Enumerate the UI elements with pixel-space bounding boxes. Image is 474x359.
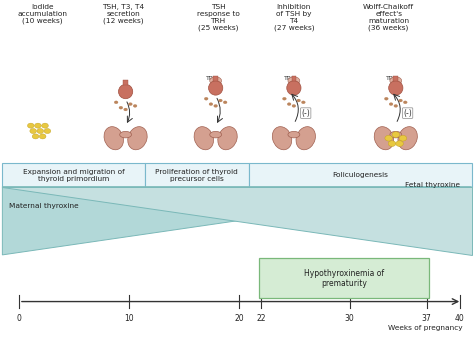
Circle shape: [396, 141, 403, 146]
Polygon shape: [2, 187, 472, 255]
Circle shape: [124, 108, 128, 111]
Text: 22: 22: [256, 314, 266, 323]
Text: 30: 30: [345, 314, 355, 323]
Text: Inhibition
of TSH by
T4
(27 weeks): Inhibition of TSH by T4 (27 weeks): [273, 4, 314, 31]
Circle shape: [32, 134, 39, 139]
Circle shape: [392, 132, 400, 137]
Circle shape: [283, 97, 286, 100]
Text: (-): (-): [301, 108, 310, 118]
FancyBboxPatch shape: [249, 163, 472, 187]
Text: Proliferation of thyroid
precursor cells: Proliferation of thyroid precursor cells: [155, 168, 238, 182]
Ellipse shape: [104, 127, 123, 150]
Circle shape: [39, 134, 46, 139]
Text: Weeks of pregnancy: Weeks of pregnancy: [388, 325, 462, 331]
Text: Iodide
accumulation
(10 weeks): Iodide accumulation (10 weeks): [18, 4, 68, 24]
Circle shape: [128, 103, 132, 106]
Text: TSH
response to
TRH
(25 weeks): TSH response to TRH (25 weeks): [197, 4, 239, 31]
Ellipse shape: [210, 131, 222, 138]
Circle shape: [399, 99, 402, 102]
Ellipse shape: [118, 84, 133, 99]
Ellipse shape: [218, 127, 237, 150]
Circle shape: [114, 101, 118, 104]
Text: TRH: TRH: [386, 76, 399, 81]
Text: 0: 0: [17, 314, 21, 323]
Text: Foliculogenesis: Foliculogenesis: [332, 172, 388, 178]
Circle shape: [35, 123, 41, 128]
Text: TRH: TRH: [206, 76, 219, 81]
Circle shape: [301, 101, 305, 104]
Polygon shape: [2, 187, 472, 255]
Text: (-): (-): [403, 108, 412, 118]
Ellipse shape: [296, 127, 315, 150]
FancyBboxPatch shape: [292, 76, 296, 81]
FancyBboxPatch shape: [2, 163, 145, 187]
Circle shape: [297, 99, 301, 102]
Circle shape: [389, 103, 393, 106]
Text: 37: 37: [422, 314, 432, 323]
Ellipse shape: [288, 77, 300, 85]
FancyBboxPatch shape: [213, 76, 218, 81]
Circle shape: [292, 104, 296, 107]
FancyBboxPatch shape: [145, 163, 249, 187]
Ellipse shape: [398, 127, 417, 150]
Ellipse shape: [374, 127, 393, 150]
Circle shape: [399, 135, 407, 141]
Text: Wolff-Chaikoff
effect's
maturation
(36 weeks): Wolff-Chaikoff effect's maturation (36 w…: [363, 4, 414, 31]
Ellipse shape: [288, 131, 300, 138]
Circle shape: [44, 129, 51, 134]
Circle shape: [42, 123, 48, 128]
Text: TSH, T3, T4
secretion
(12 weeks): TSH, T3, T4 secretion (12 weeks): [102, 4, 144, 24]
Ellipse shape: [287, 81, 301, 95]
Circle shape: [133, 104, 137, 107]
Circle shape: [384, 97, 388, 100]
Circle shape: [287, 103, 291, 106]
Ellipse shape: [273, 127, 292, 150]
Ellipse shape: [119, 131, 131, 138]
Circle shape: [219, 99, 222, 102]
Text: Maternal thyroxine: Maternal thyroxine: [9, 204, 79, 209]
Circle shape: [394, 104, 398, 107]
Circle shape: [223, 101, 227, 104]
Text: TRH: TRH: [284, 76, 297, 81]
Ellipse shape: [128, 127, 147, 150]
Ellipse shape: [209, 81, 223, 95]
Circle shape: [388, 141, 396, 146]
Circle shape: [214, 104, 218, 107]
Circle shape: [27, 123, 34, 128]
Circle shape: [204, 97, 208, 100]
Circle shape: [209, 103, 213, 106]
Ellipse shape: [390, 131, 401, 138]
Ellipse shape: [390, 77, 401, 85]
Text: 10: 10: [124, 314, 134, 323]
Text: 40: 40: [455, 314, 465, 323]
Circle shape: [37, 129, 44, 134]
FancyBboxPatch shape: [123, 80, 128, 85]
Circle shape: [30, 129, 36, 134]
Text: Hypothyroxinemia of
prematurity: Hypothyroxinemia of prematurity: [304, 269, 384, 288]
Text: Fetal thyroxine: Fetal thyroxine: [405, 182, 460, 188]
FancyBboxPatch shape: [259, 258, 429, 298]
Ellipse shape: [389, 81, 403, 95]
FancyBboxPatch shape: [393, 76, 398, 81]
Circle shape: [385, 135, 392, 141]
Circle shape: [119, 106, 123, 109]
Text: Expansion and migration of
thyroid primordium: Expansion and migration of thyroid primo…: [23, 168, 124, 182]
Ellipse shape: [194, 127, 213, 150]
Ellipse shape: [210, 77, 222, 85]
Circle shape: [403, 101, 407, 104]
Text: 20: 20: [235, 314, 244, 323]
